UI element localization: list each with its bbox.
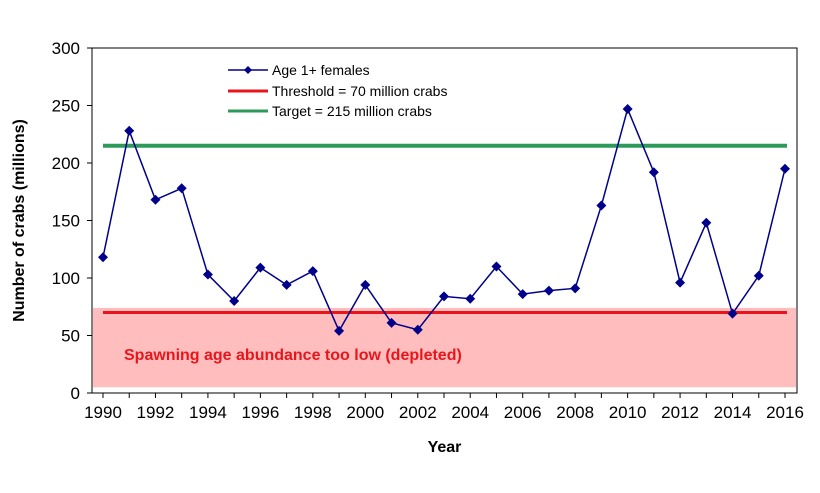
legend-label-target: Target = 215 million crabs xyxy=(272,103,432,119)
data-point xyxy=(491,261,502,272)
y-tick-label: 100 xyxy=(52,269,80,288)
data-point xyxy=(176,183,187,194)
x-tick-label: 2008 xyxy=(556,403,594,422)
data-point xyxy=(622,103,633,114)
data-point xyxy=(150,194,161,205)
x-tick-label: 1994 xyxy=(189,403,227,422)
data-point xyxy=(229,296,240,306)
legend-label-age-1-females: Age 1+ females xyxy=(272,62,370,78)
x-tick-label: 2010 xyxy=(609,403,647,422)
y-tick-label: 150 xyxy=(52,212,80,231)
data-point xyxy=(465,293,476,304)
y-axis-title: Number of crabs (millions) xyxy=(11,119,28,322)
x-tick-label: 1996 xyxy=(241,403,279,422)
y-tick-label: 300 xyxy=(52,39,80,58)
data-point xyxy=(255,262,266,273)
depleted-zone-label: Spawning age abundance too low (depleted… xyxy=(124,347,462,364)
data-point xyxy=(753,270,764,281)
data-point xyxy=(98,252,108,263)
x-axis: 1990 1992 1994 1996 1998 2000 2002 2004 2006 2008… xyxy=(84,393,804,422)
data-point xyxy=(202,269,213,280)
y-tick-label: 250 xyxy=(52,97,80,116)
y-tick-label: 200 xyxy=(52,154,80,173)
x-tick-label: 2000 xyxy=(346,403,384,422)
data-point xyxy=(675,277,686,288)
x-tick-label: 1990 xyxy=(84,403,122,422)
x-tick-label: 2002 xyxy=(399,403,437,422)
data-point xyxy=(543,285,554,296)
data-point xyxy=(727,308,738,319)
legend: Age 1+ females Threshold = 70 million cr… xyxy=(228,62,447,119)
y-axis: 0 50 100 150 200 250 300 xyxy=(52,39,92,403)
legend-label-threshold: Threshold = 70 million crabs xyxy=(272,83,447,99)
x-tick-label: 1992 xyxy=(137,403,175,422)
data-point xyxy=(334,325,345,336)
x-tick-label: 2004 xyxy=(451,403,489,422)
data-point xyxy=(412,324,423,335)
data-point xyxy=(517,289,528,300)
x-axis-title: Year xyxy=(428,439,462,456)
series-points xyxy=(98,103,790,336)
data-point xyxy=(648,167,659,178)
data-point xyxy=(124,125,135,136)
x-tick-label: 2014 xyxy=(714,403,752,422)
x-tick-label: 2016 xyxy=(766,403,804,422)
x-tick-label: 2006 xyxy=(504,403,542,422)
depleted-zone xyxy=(93,307,796,388)
y-tick-label: 50 xyxy=(61,327,80,346)
y-tick-label: 0 xyxy=(71,384,80,403)
data-point xyxy=(780,163,790,174)
data-point xyxy=(596,200,607,211)
legend-marker-age-1-females xyxy=(244,66,252,74)
data-point xyxy=(386,317,397,328)
data-point xyxy=(439,291,449,302)
data-point xyxy=(570,283,581,294)
data-point xyxy=(307,266,318,277)
x-tick-label: 2012 xyxy=(661,403,699,422)
x-tick-label: 1998 xyxy=(294,403,332,422)
data-point xyxy=(281,279,292,290)
data-point xyxy=(701,217,712,228)
data-point xyxy=(360,279,371,290)
